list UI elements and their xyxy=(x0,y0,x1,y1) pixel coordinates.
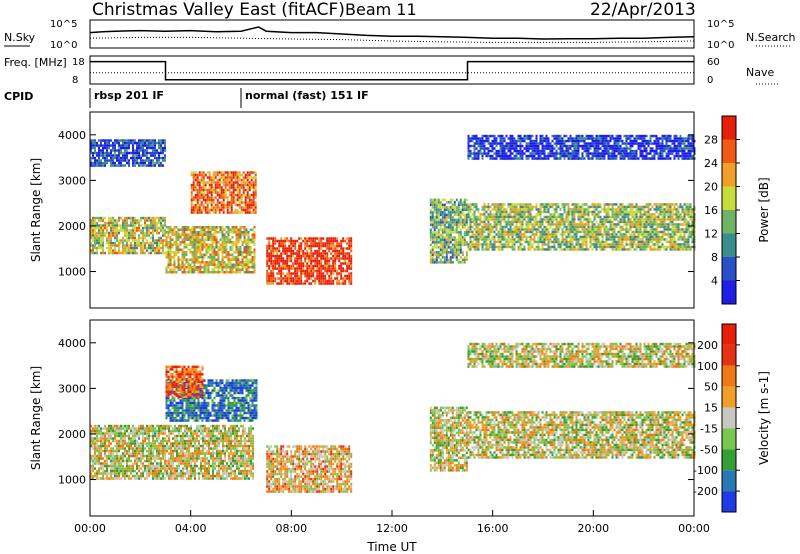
velocity-region-4 xyxy=(429,406,468,472)
power-axes xyxy=(89,111,695,309)
power-region-0 xyxy=(90,216,166,255)
power-ytick-1000: 1000 xyxy=(58,266,86,279)
velocity-colorbar-tick-1: 100 xyxy=(697,360,718,373)
xtick-1: 04:00 xyxy=(175,522,207,535)
noise-series-0 xyxy=(89,26,695,40)
xtick-5: 20:00 xyxy=(577,522,609,535)
velocity-region-3 xyxy=(266,445,353,493)
noise-right-tick-bottom: 10^0 xyxy=(707,40,734,51)
noise-right-tick-top: 10^5 xyxy=(707,19,734,30)
power-colorbar-tick-2: 12 xyxy=(704,228,718,241)
noise-left-tick-bottom: 10^0 xyxy=(50,40,77,51)
power-region-1 xyxy=(90,139,166,167)
nave-label: Nave xyxy=(746,66,774,79)
velocity-colorbar-tick-4: -15 xyxy=(700,422,718,435)
power-colorbar-tick-1: 8 xyxy=(711,251,718,264)
beam-label: Beam 11 xyxy=(345,0,417,19)
power-colorbar-cell-2 xyxy=(722,163,736,187)
power-colorbar-cell-4 xyxy=(722,210,736,234)
power-ytick-3000: 3000 xyxy=(58,174,86,187)
power-colorbar-cell-3 xyxy=(722,186,736,210)
power-region-7 xyxy=(467,134,696,160)
noise-panel: N.Sky N.Search 10^5 10^0 10^5 10^0 xyxy=(4,19,796,51)
velocity-ytick-2000: 2000 xyxy=(58,428,86,441)
power-ylabel: Slant Range [km] xyxy=(29,158,43,262)
power-colorbar-label: Power [dB] xyxy=(757,177,771,242)
noise-left-tick-top: 10^5 xyxy=(50,19,77,30)
velocity-colorbar-tick-2: 50 xyxy=(704,381,718,394)
freq-left-tick-top: 18 xyxy=(72,57,85,68)
power-colorbar-tick-4: 20 xyxy=(704,181,718,194)
velocity-colorbar-cell-8 xyxy=(722,491,736,512)
velocity-colorbar-tick-6: -100 xyxy=(693,464,718,477)
power-colorbar-cell-6 xyxy=(722,257,736,281)
velocity-colorbar-tick-7: -200 xyxy=(693,485,718,498)
velocity-colorbar-tick-3: 15 xyxy=(704,402,718,415)
velocity-colorbar-cell-5 xyxy=(722,428,736,450)
velocity-colorbar-cell-6 xyxy=(722,449,736,471)
xtick-3: 12:00 xyxy=(376,522,408,535)
cpid-segment-1: normal (fast) 151 IF xyxy=(245,89,369,102)
power-region-5 xyxy=(429,198,468,264)
frequency-series-0 xyxy=(90,60,694,81)
power-region-4 xyxy=(266,237,353,285)
power-colorbar-tick-3: 16 xyxy=(704,204,718,217)
power-panel: Slant Range [km] 1000 2000 3000 4000 4 8 12 16… xyxy=(29,111,771,309)
velocity-colorbar-label: Velocity [m s-1] xyxy=(757,371,771,465)
power-colorbar-cell-5 xyxy=(722,233,736,257)
frequency-left-label: Freq. [MHz] xyxy=(4,56,67,69)
velocity-ylabel: Slant Range [km] xyxy=(29,366,43,470)
power-region-2 xyxy=(165,226,256,274)
xtick-2: 08:00 xyxy=(275,522,307,535)
noise-axes xyxy=(89,19,695,49)
power-region-6 xyxy=(467,203,696,251)
figure-title: Christmas Valley East (fitACF) xyxy=(92,0,345,20)
cpid-segment-0: rbsp 201 IF xyxy=(94,89,164,102)
velocity-region-2 xyxy=(165,365,204,399)
date-label: 22/Apr/2013 xyxy=(590,0,696,20)
velocity-colorbar-frame xyxy=(721,323,737,513)
power-ytick-4000: 4000 xyxy=(58,129,86,142)
power-colorbar-tick-6: 28 xyxy=(704,134,718,147)
velocity-colorbar-cell-7 xyxy=(722,470,736,492)
velocity-colorbar-cell-1 xyxy=(722,344,736,366)
velocity-region-0 xyxy=(90,424,254,480)
power-colorbar-cell-7 xyxy=(722,280,736,304)
velocity-region-6 xyxy=(467,342,696,368)
noise-left-label: N.Sky xyxy=(4,31,36,44)
freq-right-tick-bottom: 0 xyxy=(707,75,713,86)
velocity-colorbar-tick-5: -50 xyxy=(700,443,718,456)
velocity-panel: Slant Range [km] 1000 2000 3000 4000 00:00 0… xyxy=(29,319,771,554)
velocity-region-5 xyxy=(467,411,696,459)
xtick-4: 16:00 xyxy=(477,522,509,535)
xtick-6: 00:00 xyxy=(678,522,710,535)
velocity-ytick-4000: 4000 xyxy=(58,337,86,350)
freq-right-tick-top: 60 xyxy=(707,57,720,68)
velocity-colorbar-cell-2 xyxy=(722,365,736,387)
power-ytick-2000: 2000 xyxy=(58,220,86,233)
cpid-label: CPID xyxy=(4,90,33,103)
cpid-panel: CPID rbsp 201 IF normal (fast) 151 IF xyxy=(4,88,369,108)
power-colorbar-cell-1 xyxy=(722,139,736,163)
frequency-axes xyxy=(89,55,695,85)
power-colorbar-tick-5: 24 xyxy=(704,157,718,170)
velocity-colorbar-cell-3 xyxy=(722,386,736,408)
xtick-0: 00:00 xyxy=(74,522,106,535)
velocity-colorbar-cell-0 xyxy=(722,324,736,345)
velocity-ytick-1000: 1000 xyxy=(58,474,86,487)
velocity-colorbar-cell-4 xyxy=(722,407,736,429)
freq-left-tick-bottom: 8 xyxy=(72,75,78,86)
power-colorbar-cell-0 xyxy=(722,116,736,140)
power-colorbar-tick-0: 4 xyxy=(711,275,718,288)
noise-right-label: N.Search xyxy=(746,31,796,44)
power-region-3 xyxy=(190,171,257,214)
velocity-colorbar-tick-0: 200 xyxy=(697,339,718,352)
time-axis-label: Time UT xyxy=(366,540,417,554)
frequency-panel: Freq. [MHz] 18 8 60 0 Nave xyxy=(4,55,780,86)
velocity-ytick-3000: 3000 xyxy=(58,382,86,395)
